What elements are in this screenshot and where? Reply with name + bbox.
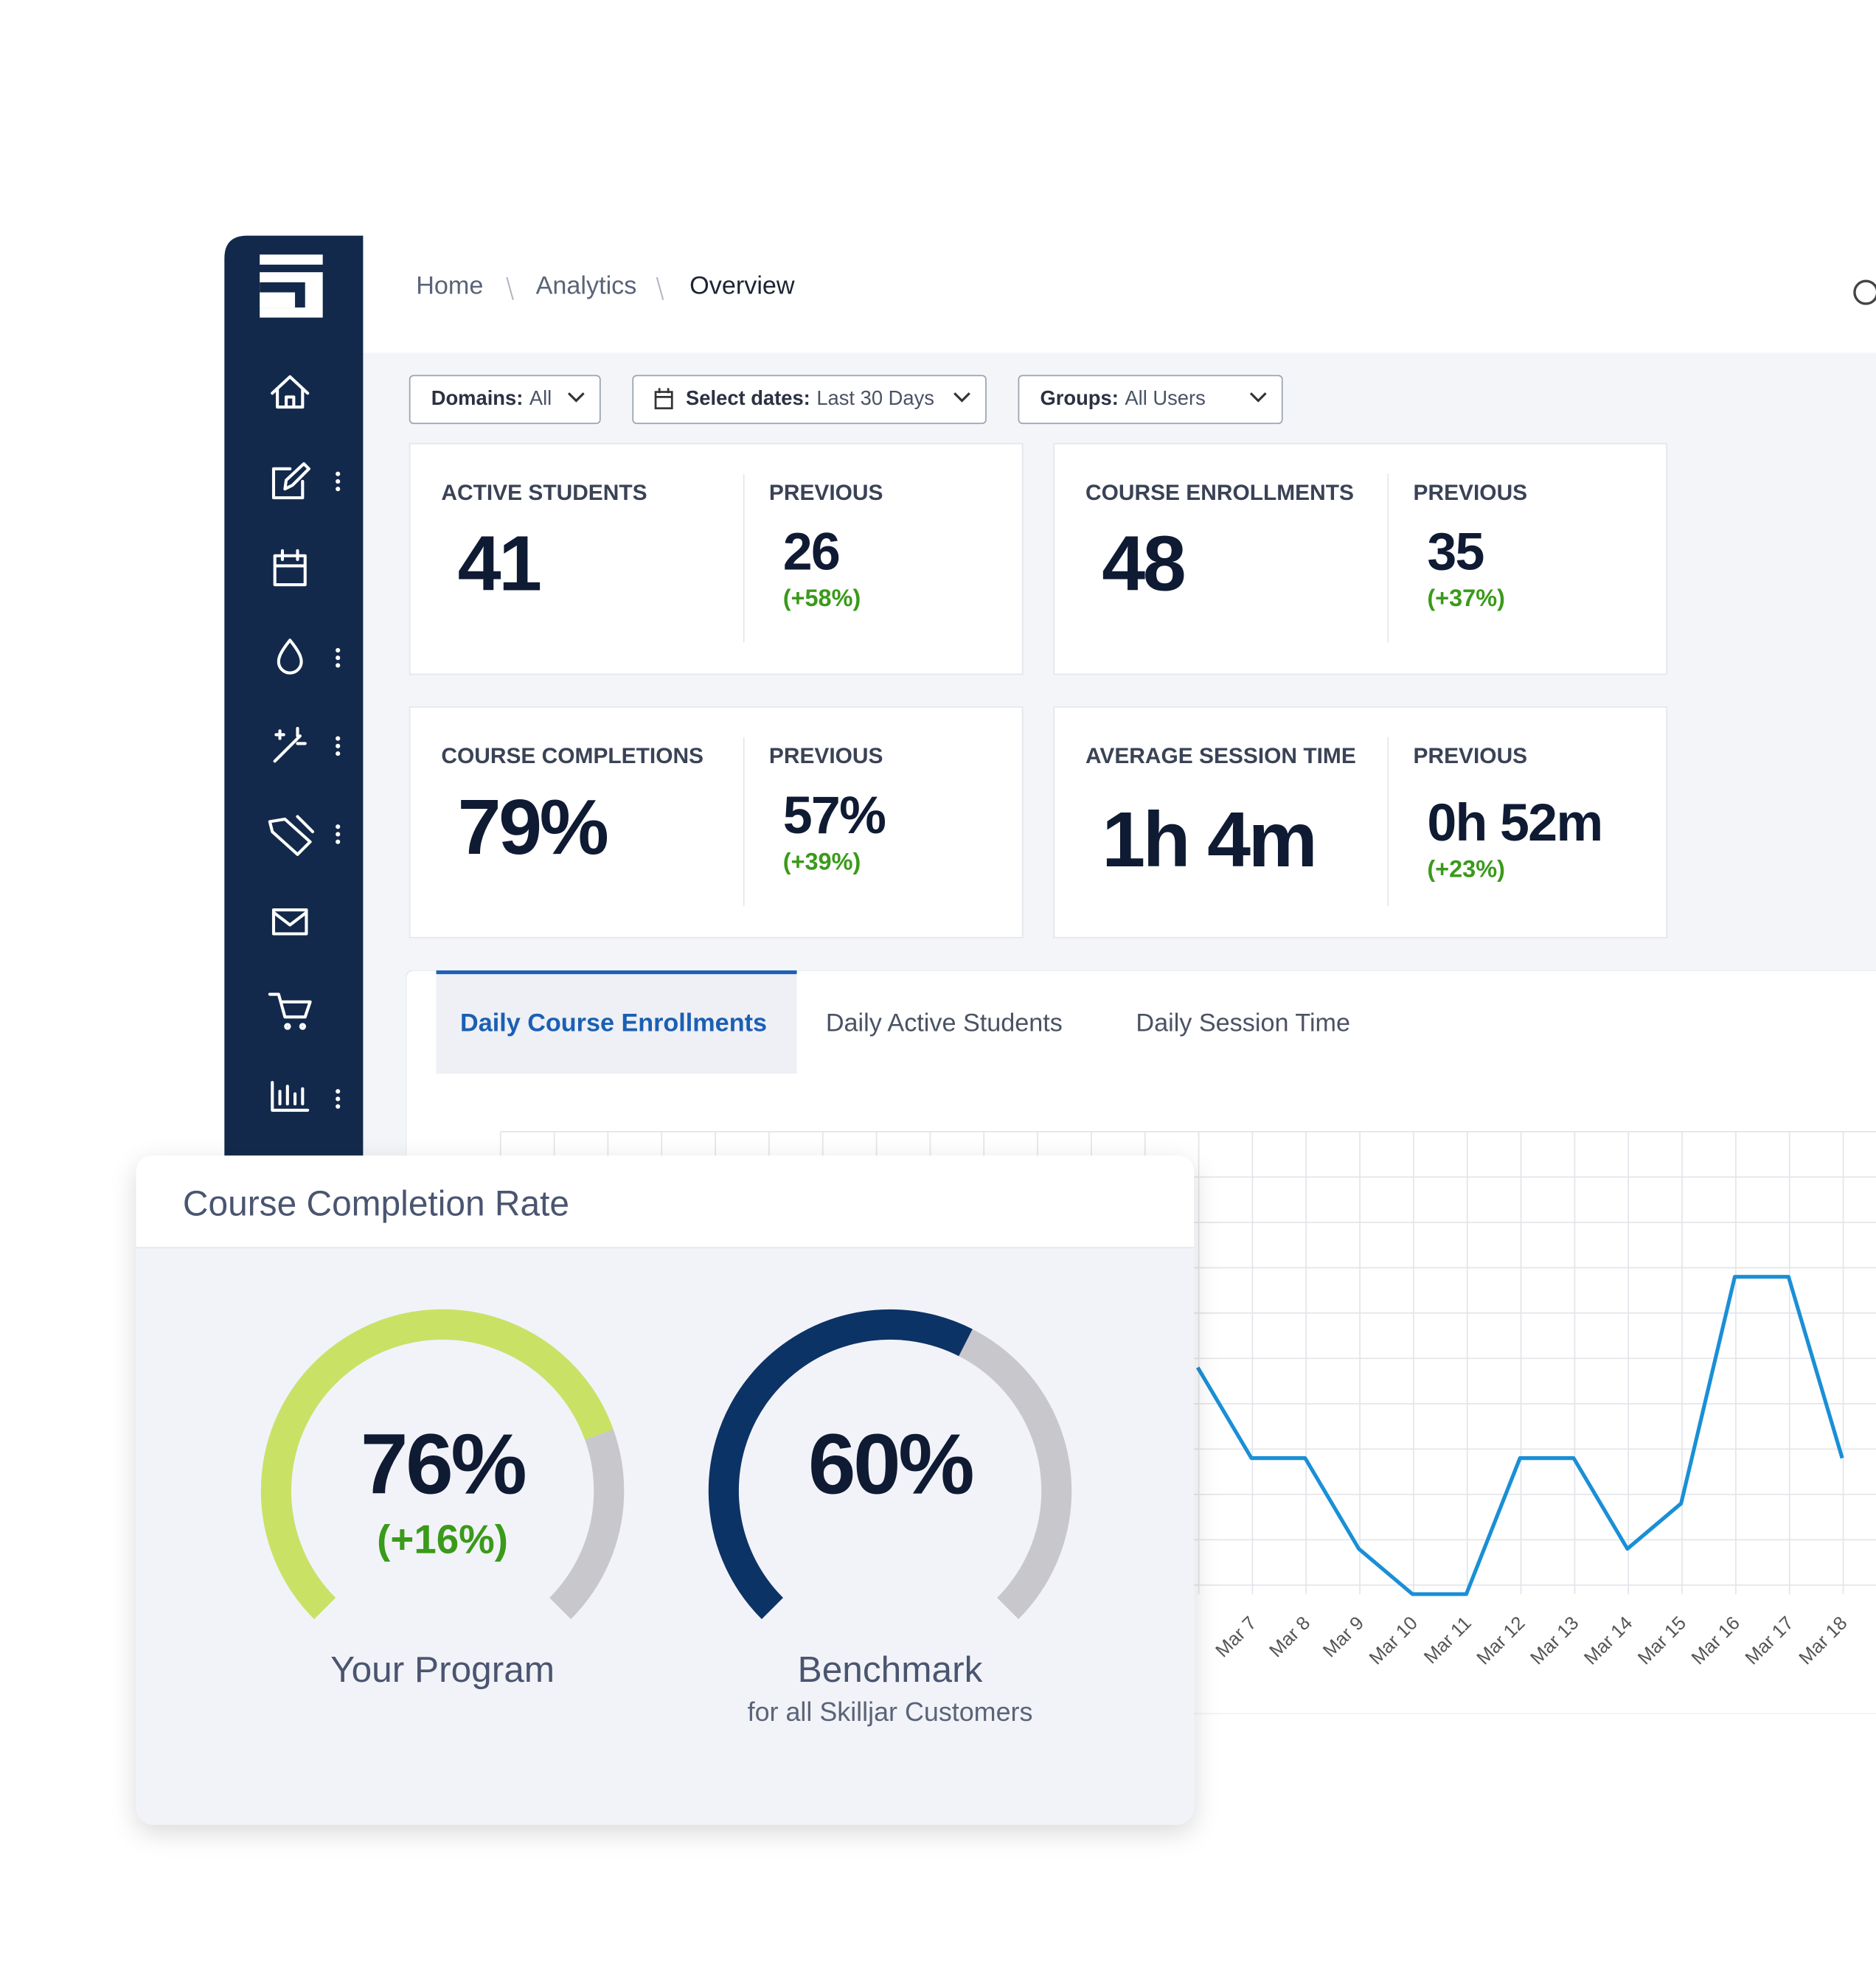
chevron: [1249, 392, 1267, 403]
filter-text[interactable]: Select dates: Last 30 Days: [686, 386, 934, 409]
tab-active-bg[interactable]: [436, 970, 797, 1074]
stat-label: COURSE ENROLLMENTS: [1085, 481, 1354, 505]
gauge-name: Your Program: [330, 1649, 555, 1690]
previous-label: PREVIOUS: [1414, 744, 1528, 768]
stat-card: [1053, 442, 1668, 675]
tab[interactable]: Daily Session Time: [1136, 1009, 1350, 1037]
previous-change: (+37%): [1427, 585, 1505, 611]
stat-value: 41: [458, 521, 541, 608]
previous-change: (+39%): [783, 848, 861, 874]
previous-label: PREVIOUS: [1414, 481, 1528, 505]
data-line: [1195, 1275, 1844, 1596]
sidebar: [224, 235, 364, 1156]
tab-indicator: [436, 970, 797, 975]
stat-card: [409, 442, 1024, 675]
calendar-icon: [654, 388, 673, 410]
previous-label: PREVIOUS: [769, 744, 883, 768]
filter-value: All: [529, 386, 552, 409]
previous-value: 57%: [783, 786, 886, 845]
breadcrumb-separator: [656, 276, 664, 301]
filter-label: Domains:: [431, 386, 524, 409]
filter-label: Select dates:: [686, 386, 810, 409]
filter-text[interactable]: Domains: All: [431, 386, 552, 409]
stat-value: 1h 4m: [1102, 796, 1315, 883]
previous-change: (+23%): [1427, 856, 1505, 883]
breadcrumb-item: Analytics: [536, 272, 637, 300]
gauge-change: (+16%): [377, 1516, 508, 1562]
filter-label: Groups:: [1040, 386, 1118, 409]
gauge-value: [708, 1309, 973, 1619]
previous-change: (+58%): [783, 585, 861, 611]
previous-value: 35: [1427, 523, 1483, 582]
previous-value: 26: [783, 523, 839, 582]
breadcrumb-item: Overview: [689, 272, 795, 300]
stat-label: ACTIVE STUDENTS: [441, 481, 647, 505]
completion-card-header: [136, 1155, 1195, 1248]
sidebar-icons: [260, 254, 341, 1112]
breadcrumb-separator: [506, 276, 514, 301]
filter-dropdown[interactable]: [1018, 375, 1283, 425]
filter-dropdown[interactable]: [632, 375, 987, 425]
stat-value: 48: [1102, 521, 1184, 608]
breadcrumb-item: Home: [416, 272, 483, 300]
gauge-subtitle: for all Skilljar Customers: [748, 1697, 1033, 1727]
stat-value: 79%: [458, 784, 608, 871]
filter-value: All Users: [1125, 386, 1205, 409]
filter-value: Last 30 Days: [816, 386, 934, 409]
stat-card: [1053, 706, 1668, 939]
card-title: Course Completion Rate: [183, 1184, 569, 1223]
filter-text[interactable]: Groups: All Users: [1040, 386, 1205, 409]
filter-dropdown[interactable]: [409, 375, 601, 425]
gauge-value: [260, 1309, 614, 1619]
previous-value: 0h 52m: [1427, 793, 1602, 852]
stat-card: [409, 706, 1024, 939]
chevron: [953, 392, 970, 403]
gauge-label: 76%: [361, 1416, 525, 1511]
search-icon[interactable]: [1853, 279, 1876, 305]
gauge-label: 60%: [808, 1416, 973, 1511]
stat-label: AVERAGE SESSION TIME: [1085, 744, 1356, 768]
completion-card: [136, 1155, 1195, 1825]
tab[interactable]: Daily Active Students: [826, 1009, 1063, 1037]
tab[interactable]: Daily Course Enrollments: [460, 1009, 767, 1037]
header-bar: [363, 235, 1876, 353]
previous-label: PREVIOUS: [769, 481, 883, 505]
chevron: [567, 392, 585, 403]
gauge-name: Benchmark: [798, 1649, 983, 1690]
stat-label: COURSE COMPLETIONS: [441, 744, 704, 768]
